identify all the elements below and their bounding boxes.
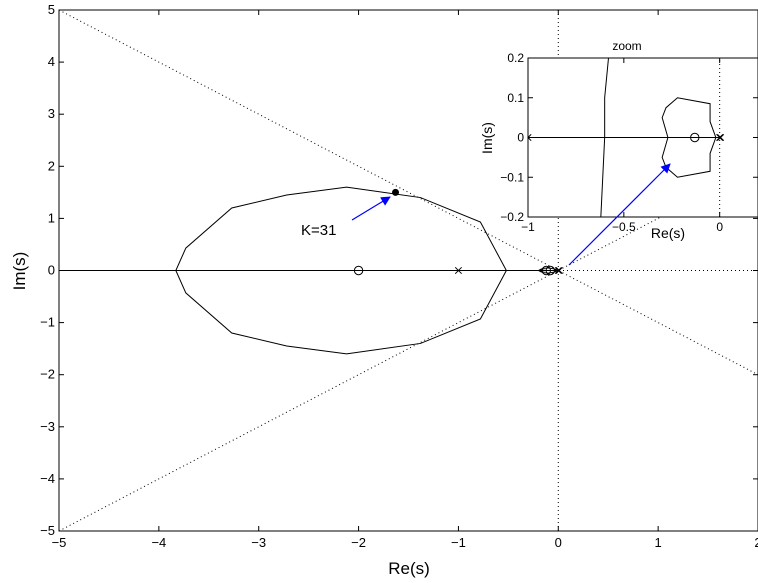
k-annotation-arrow (351, 196, 391, 221)
main-y-tick-label: 0 (48, 263, 55, 278)
main-y-tick-label: 3 (48, 106, 55, 121)
inset-y-tick-label: 0 (517, 131, 524, 145)
inset-x-axis-label: Re(s) (651, 225, 685, 241)
inset-x-tick-label: 0 (716, 220, 723, 234)
inset-pole-marker (717, 133, 725, 142)
main-x-tick-label: −1 (451, 535, 466, 550)
main-y-tick-label: −1 (40, 315, 55, 330)
inset-title: zoom (612, 39, 641, 53)
main-x-tick-label: −5 (52, 535, 67, 550)
inset-y-tick-label: −0.2 (500, 210, 524, 224)
inset-x-tick-label: −1 (521, 220, 535, 234)
main-pole-marker (554, 266, 562, 275)
main-x-tick-label: 0 (555, 535, 562, 550)
zoom-arrow (568, 163, 671, 266)
main-y-tick-label: 2 (48, 158, 55, 173)
main-zero-marker (353, 265, 364, 276)
main-pole-marker (555, 266, 563, 275)
main-x-tick-label: −2 (351, 535, 366, 550)
inset-y-axis-label: Im(s) (479, 122, 495, 154)
inset-locus-branch (600, 58, 609, 217)
main-y-tick-label: −4 (40, 471, 55, 486)
main-y-tick-label: 4 (48, 54, 55, 69)
main-y-tick-label: −3 (40, 419, 55, 434)
main-y-tick-label: −2 (40, 367, 55, 382)
main-y-axis-label: Im(s) (10, 252, 29, 291)
main-x-axis-label: Re(s) (388, 559, 430, 578)
main-pole-marker (454, 266, 462, 275)
inset-y-tick-label: −0.1 (500, 170, 524, 184)
main-y-tick-label: 1 (48, 210, 55, 225)
k-value-annotation: K=31 (301, 222, 336, 239)
inset-zero-marker (690, 132, 700, 143)
inset-pole-marker (716, 133, 724, 142)
inset-x-tick-label: −0.5 (612, 220, 636, 234)
main-y-tick-label: −5 (40, 523, 55, 538)
inset-y-tick-label: 0.1 (507, 91, 524, 105)
inset-pole-marker (528, 133, 532, 142)
main-zero-marker (541, 265, 552, 276)
main-zero-marker (545, 265, 555, 276)
main-x-tick-label: −4 (151, 535, 166, 550)
main-x-tick-label: 2 (754, 535, 758, 550)
main-y-tick-label: 5 (48, 2, 55, 17)
main-x-tick-label: 1 (655, 535, 662, 550)
main-highlight-point (392, 188, 400, 196)
main-x-tick-label: −3 (251, 535, 266, 550)
inset-y-tick-label: 0.2 (507, 51, 524, 65)
